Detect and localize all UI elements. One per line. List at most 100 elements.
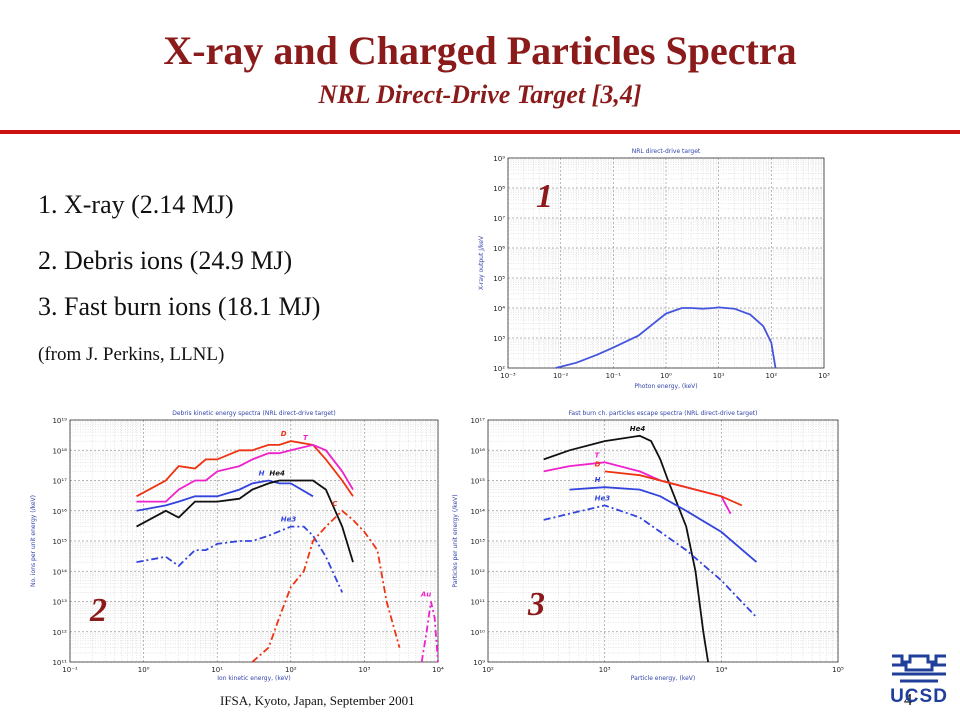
y-tick-label: 10¹⁶ <box>52 508 67 516</box>
series-label: D <box>281 430 287 438</box>
y-axis-label: No. ions per unit energy (/keV) <box>30 495 37 587</box>
footer-text: IFSA, Kyoto, Japan, September 2001 <box>220 693 415 708</box>
x-tick-label: 10⁻¹ <box>606 372 622 380</box>
y-tick-label: 10⁹ <box>493 155 505 163</box>
list-item-xray: 1. X-ray (2.14 MJ) <box>38 190 234 219</box>
series-label: He4 <box>630 425 646 433</box>
series-line-t <box>136 443 354 503</box>
y-tick-label: 10¹⁵ <box>470 478 485 486</box>
series-label: H <box>595 476 601 484</box>
y-tick-label: 10⁹ <box>473 659 485 667</box>
series-label: T <box>595 451 601 459</box>
series-line-he4 <box>136 479 354 563</box>
x-tick-label: 10⁰ <box>660 372 672 380</box>
title-divider <box>0 130 960 134</box>
series-label: D <box>595 460 601 468</box>
series-line-h <box>136 479 314 512</box>
series-line-t <box>543 461 732 515</box>
y-tick-label: 10¹⁵ <box>52 538 67 546</box>
series-line-h <box>569 486 758 563</box>
x-tick-label: 10⁰ <box>138 666 150 674</box>
y-tick-label: 10⁸ <box>493 185 505 193</box>
x-tick-label: 10² <box>482 666 494 674</box>
x-tick-label: 10³ <box>359 666 371 674</box>
y-tick-label: 10¹⁰ <box>470 629 485 637</box>
series-line-au <box>420 601 439 663</box>
x-tick-label: 10⁴ <box>432 666 444 674</box>
grid <box>507 157 825 369</box>
x-tick-label: 10⁴ <box>715 666 727 674</box>
y-tick-label: 10¹⁷ <box>52 478 67 486</box>
y-tick-label: 10⁶ <box>493 245 505 253</box>
y-tick-label: 10¹¹ <box>52 659 67 667</box>
chart-title: NRL direct-drive target <box>632 148 701 155</box>
x-tick-label: 10² <box>765 372 777 380</box>
series-line-d <box>604 470 743 507</box>
x-axis-label: Photon energy, (keV) <box>634 383 697 390</box>
x-tick-label: 10⁵ <box>832 666 844 674</box>
logo-text: UCSD <box>890 686 948 707</box>
y-tick-label: 10¹⁸ <box>52 447 67 455</box>
chart-tag-3: 3 <box>528 586 545 623</box>
y-tick-label: 10² <box>493 365 505 373</box>
series-line <box>555 306 777 369</box>
chart-title: Fast burn ch. particles escape spectra (… <box>569 410 758 417</box>
y-tick-label: 10¹⁶ <box>470 447 485 455</box>
y-tick-label: 10⁵ <box>493 275 505 283</box>
plot-frame <box>487 419 839 663</box>
x-tick-label: 10¹ <box>713 372 725 380</box>
series-line-he4 <box>543 434 709 663</box>
y-tick-label: 10¹¹ <box>470 599 485 607</box>
series-label: He4 <box>269 470 285 478</box>
ucsd-emblem-icon <box>892 654 946 683</box>
y-tick-label: 10¹⁴ <box>470 508 485 516</box>
chart-title: Debris kinetic energy spectra (NRL direc… <box>172 410 336 417</box>
y-tick-label: 10⁴ <box>493 305 505 313</box>
y-tick-label: 10¹² <box>470 568 485 576</box>
slide-title: X-ray and Charged Particles Spectra <box>163 28 797 73</box>
grid <box>69 419 439 663</box>
plot-frame <box>507 157 825 369</box>
series-line-d <box>136 440 354 498</box>
y-tick-label: 10³ <box>493 335 505 343</box>
y-tick-label: 10¹⁷ <box>470 417 485 425</box>
list-item-fast-burn: 3. Fast burn ions (18.1 MJ) <box>38 292 321 321</box>
plot-frame <box>69 419 439 663</box>
x-tick-label: 10⁻¹ <box>62 666 78 674</box>
series-label: T <box>303 434 309 442</box>
x-tick-label: 10⁻² <box>553 372 569 380</box>
x-tick-label: 10² <box>285 666 297 674</box>
series-line-he3 <box>136 525 344 593</box>
series-label: He3 <box>595 494 611 502</box>
x-tick-label: 10³ <box>599 666 611 674</box>
x-axis-label: Particle energy, (keV) <box>631 675 696 682</box>
x-tick-label: 10¹ <box>211 666 223 674</box>
y-axis-label: X-ray output J/keV <box>478 235 485 290</box>
source-note: (from J. Perkins, LLNL) <box>38 344 225 365</box>
y-tick-label: 10¹⁹ <box>52 417 67 425</box>
series-label: H <box>259 470 265 478</box>
x-tick-label: 10⁻³ <box>500 372 516 380</box>
series-label: C <box>332 500 338 508</box>
debris-spectrum-chart: 10⁻¹ 10⁰ 10¹ 10² 10³ 10⁴ 10¹¹ 10¹² 10¹³ 10¹⁴ 10¹⁵ 1… <box>28 402 448 684</box>
slide-subtitle: NRL Direct-Drive Target [3,4] <box>318 80 642 109</box>
series-label: He3 <box>281 516 297 524</box>
y-axis-label: Particles per unit energy (/keV) <box>452 494 459 587</box>
fast-burn-spectrum-chart: 10² 10³ 10⁴ 10⁵ 10⁹ 10¹⁰ 10¹¹ 10¹² 10¹³ 10¹⁴ 10¹⁵ 1… <box>450 402 848 684</box>
y-tick-label: 10⁷ <box>493 215 505 223</box>
chart-tag-2: 2 <box>90 592 107 629</box>
page-number: 4 <box>904 690 913 709</box>
y-tick-label: 10¹³ <box>470 538 485 546</box>
chart-tag-1: 1 <box>536 178 553 215</box>
x-axis-label: Ion kinetic energy, (keV) <box>217 675 290 682</box>
grid <box>487 419 839 663</box>
list-item-debris: 2. Debris ions (24.9 MJ) <box>38 246 293 275</box>
series-line-he3 <box>543 504 758 618</box>
y-tick-label: 10¹³ <box>52 599 67 607</box>
y-tick-label: 10¹⁴ <box>52 568 67 576</box>
y-tick-label: 10¹² <box>52 629 67 637</box>
x-tick-label: 10³ <box>818 372 830 380</box>
series-label: Au <box>420 591 431 599</box>
xray-spectrum-chart: 10⁻³ 10⁻² 10⁻¹ 10⁰ 10¹ 10² 10³ 10² 10³ 10⁴ 10⁵ 10⁶ 1… <box>476 144 832 392</box>
ucsd-logo: UCSD <box>882 648 956 708</box>
